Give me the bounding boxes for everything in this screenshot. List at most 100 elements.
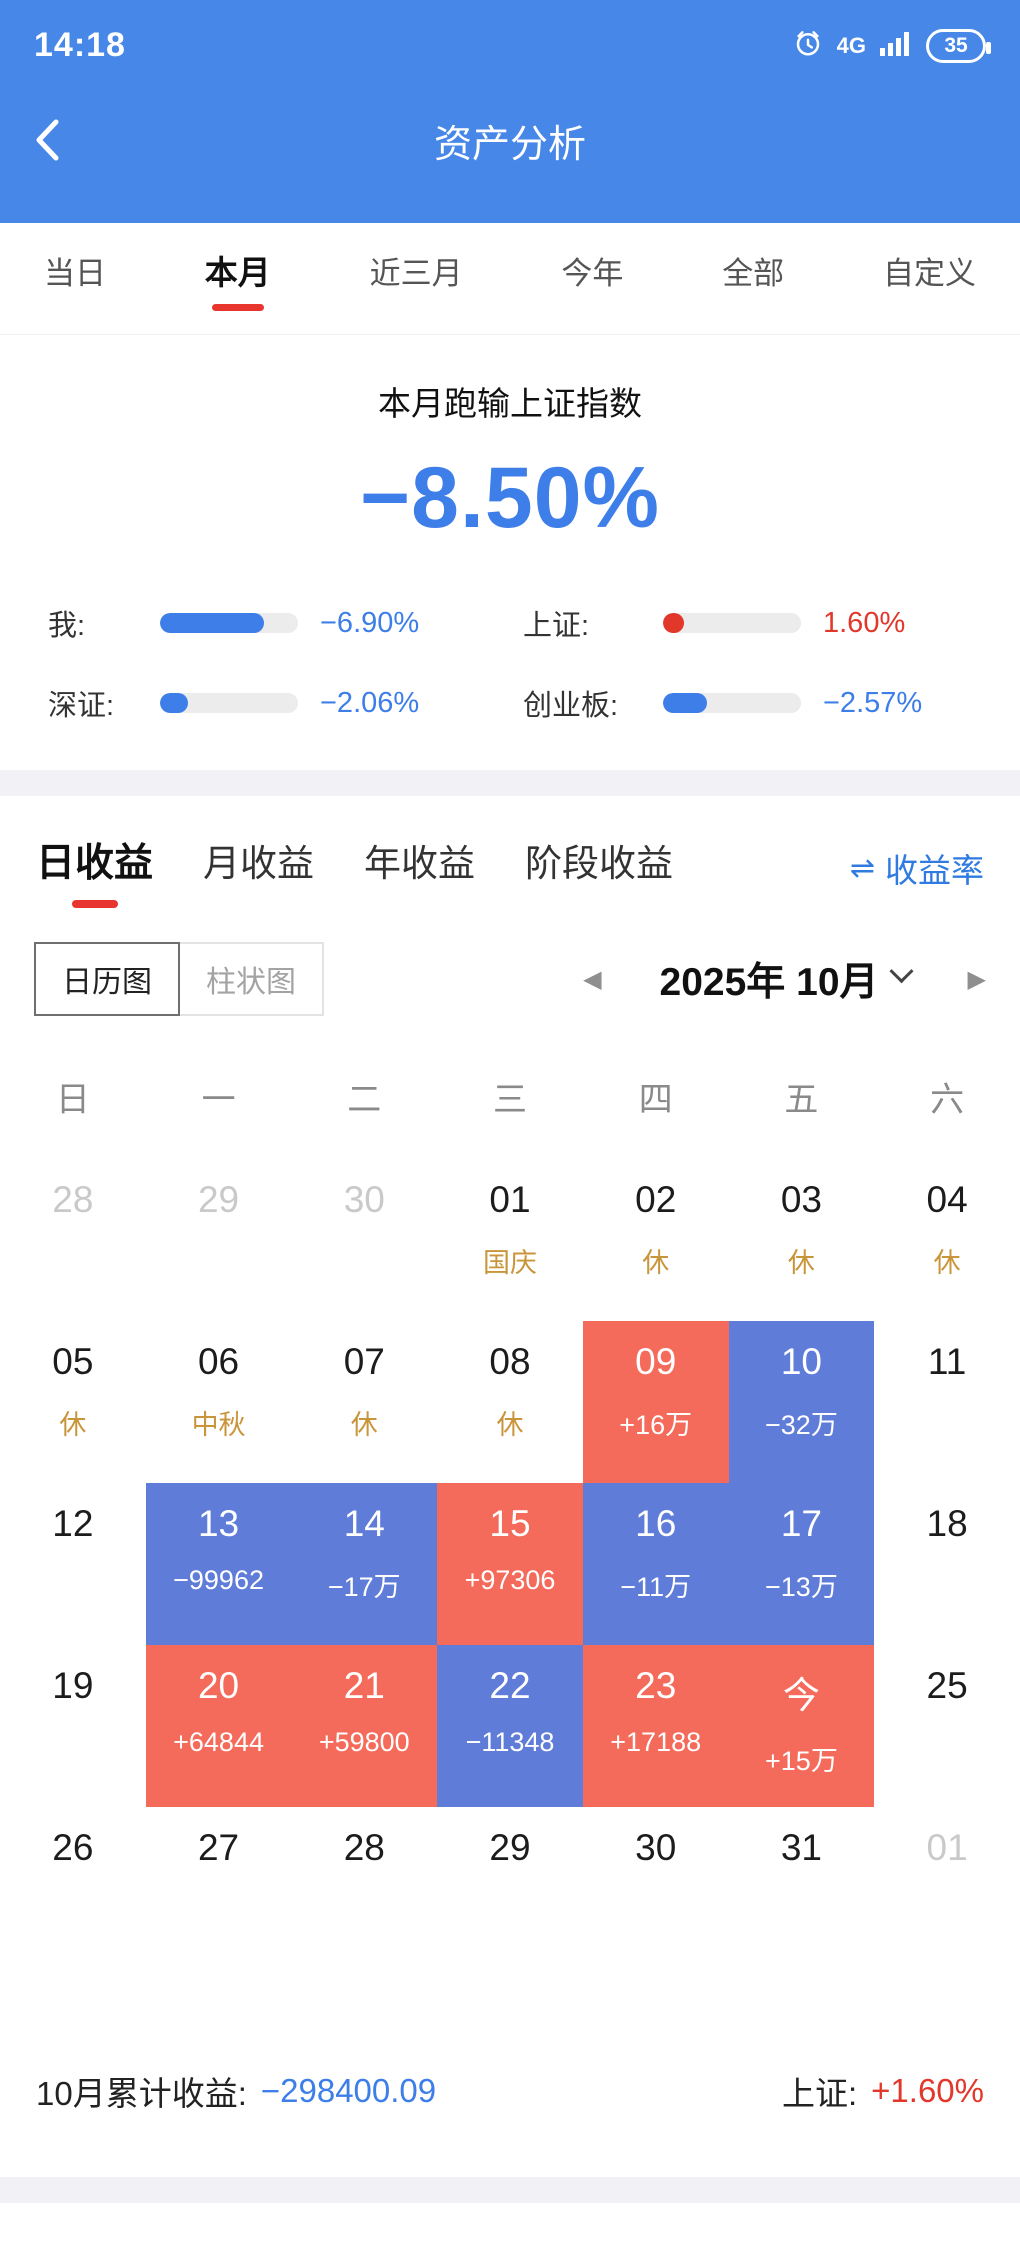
period-tab-3[interactable]: 近三月 [370, 248, 463, 310]
legend-bar-fill [160, 613, 264, 633]
nav-bar: 资产分析 [0, 65, 1020, 215]
calendar-day-cell[interactable]: 15 +97306 [437, 1483, 583, 1645]
calendar-day-cell[interactable]: 31 [729, 1807, 875, 1919]
back-button[interactable] [34, 118, 60, 162]
prev-month-button[interactable]: ◀ [583, 965, 602, 993]
index-change-value: +1.60% [871, 2072, 984, 2109]
period-tab-6[interactable]: 自定义 [883, 248, 976, 310]
calendar-day-cell[interactable]: 03 休 [729, 1159, 875, 1321]
period-tab-4[interactable]: 今年 [561, 248, 623, 310]
day-number: 01 [926, 1827, 968, 1868]
calendar-day-cell[interactable]: 17 −13万 [728, 1483, 875, 1645]
period-tab-2[interactable]: 本月 [205, 246, 271, 311]
rate-switch-button[interactable]: ⇌ 收益率 [850, 844, 984, 908]
summary-headline: 本月跑输上证指数 [378, 385, 642, 422]
day-number: 08 [489, 1341, 531, 1382]
calendar-day-cell[interactable]: 11 [874, 1321, 1020, 1483]
calendar-row: 12 13 −99962 14 −17万 15 +97306 16 −11万 17 −13万 18 [0, 1483, 1020, 1645]
legend-bar-fill [663, 613, 684, 633]
day-number: 14 [343, 1503, 385, 1544]
calendar-day-cell[interactable]: 28 [291, 1807, 437, 1919]
calendar-day-cell[interactable]: 21 +59800 [291, 1645, 438, 1807]
day-number: 28 [52, 1179, 94, 1220]
calendar-day-cell[interactable]: 18 [874, 1483, 1020, 1645]
month-navigation: ◀ 2025年 10月 ▶ [583, 951, 986, 1007]
calendar-day-cell[interactable]: 26 [0, 1807, 146, 1919]
period-tab-1[interactable]: 当日 [44, 248, 106, 310]
day-number: 04 [926, 1179, 968, 1220]
calendar-day-cell[interactable]: 08 休 [437, 1321, 583, 1483]
calendar-day-cell[interactable]: 28 [0, 1159, 146, 1321]
next-month-button[interactable]: ▶ [967, 965, 986, 993]
calendar-day-cell[interactable]: 30 [583, 1807, 729, 1919]
day-number: 30 [635, 1827, 677, 1868]
calendar-day-cell[interactable]: 02 休 [583, 1159, 729, 1321]
day-value: 中秋 [191, 1410, 246, 1440]
weekday-header-row: 日一二三四五六 [0, 1072, 1020, 1121]
calendar-day-cell[interactable]: 04 休 [874, 1159, 1020, 1321]
day-value: 休 [787, 1248, 815, 1278]
period-tab-label: 本月 [204, 254, 271, 291]
legend-value: −6.90% [320, 606, 420, 639]
period-tab-label: 自定义 [882, 255, 976, 291]
swap-icon: ⇌ [849, 851, 875, 885]
calendar-day-cell[interactable]: 30 [291, 1159, 437, 1321]
section-divider [0, 2177, 1020, 2203]
index-change-label: 上证: [781, 2075, 858, 2112]
day-value: +15万 [765, 1746, 838, 1776]
weekday-header: 六 [930, 1081, 965, 1119]
day-value: +16万 [619, 1410, 693, 1440]
calendar-row: 05 休 06 中秋 07 休 08 休 09 +16万 10 −32万 11 [0, 1321, 1020, 1483]
income-tab-4[interactable]: 阶段收益 [525, 833, 673, 907]
day-number: 22 [489, 1665, 531, 1706]
view-toggle-option-1[interactable]: 日历图 [34, 942, 180, 1016]
day-number: 06 [197, 1341, 240, 1382]
month-selector[interactable]: 2025年 10月 [660, 951, 914, 1007]
calendar-day-cell[interactable]: 13 −99962 [145, 1483, 292, 1645]
day-number: 29 [197, 1179, 240, 1220]
legend-bar-track [663, 693, 801, 713]
day-number: 11 [927, 1341, 967, 1382]
day-number: 15 [489, 1503, 531, 1544]
calendar-day-cell[interactable]: 14 −17万 [291, 1483, 438, 1645]
section-title: 月度个股盈亏 [36, 2245, 294, 2250]
legend-label: 深证: [48, 690, 115, 722]
view-toggle-option-2[interactable]: 柱状图 [178, 942, 324, 1016]
status-bar: 14:18 4G 35 [0, 0, 1020, 65]
calendar-day-cell[interactable]: 10 −32万 [728, 1321, 875, 1483]
calendar-day-cell[interactable]: 29 [146, 1159, 292, 1321]
calendar-day-cell[interactable]: 01 国庆 [437, 1159, 583, 1321]
tab-underline [903, 303, 955, 310]
signal-bars-icon [880, 29, 912, 62]
calendar-day-cell[interactable]: 16 −11万 [582, 1483, 729, 1645]
calendar-day-cell[interactable]: 09 +16万 [582, 1321, 729, 1483]
day-value: −11万 [620, 1572, 692, 1602]
calendar-day-cell[interactable]: 29 [437, 1807, 583, 1919]
period-tab-label: 今年 [561, 255, 624, 291]
calendar-day-cell[interactable]: 01 [874, 1807, 1020, 1919]
calendar-day-cell[interactable]: 今 +15万 [728, 1645, 875, 1807]
legend-bar-fill [160, 693, 188, 713]
day-number: 13 [197, 1503, 240, 1544]
calendar-day-cell[interactable]: 05 休 [0, 1321, 146, 1483]
calendar-day-cell[interactable]: 27 [146, 1807, 292, 1919]
period-tab-5[interactable]: 全部 [722, 248, 784, 310]
calendar-day-cell[interactable]: 06 中秋 [146, 1321, 292, 1483]
calendar-day-cell[interactable]: 23 +17188 [582, 1645, 729, 1807]
calendar-day-cell[interactable]: 07 休 [291, 1321, 437, 1483]
index-legend-item-2: 上证: 1.60% [523, 602, 972, 644]
weekday-header: 日 [55, 1081, 90, 1119]
income-tabs: 日收益 月收益 年收益 阶段收益 [36, 832, 673, 908]
period-tab-label: 全部 [722, 255, 785, 291]
monthly-summary-row: 10月累计收益: −298400.09 上证: +1.60% [0, 2067, 1020, 2115]
income-tab-1[interactable]: 日收益 [36, 832, 153, 908]
income-tab-3[interactable]: 年收益 [364, 833, 475, 907]
calendar-day-cell[interactable]: 19 [0, 1645, 146, 1807]
income-tab-2[interactable]: 月收益 [203, 833, 314, 907]
calendar-day-cell[interactable]: 20 +64844 [145, 1645, 292, 1807]
calendar-day-cell[interactable]: 22 −11348 [437, 1645, 583, 1807]
tab-underline [390, 303, 442, 310]
day-number: 26 [52, 1827, 94, 1868]
calendar-day-cell[interactable]: 25 [874, 1645, 1020, 1807]
calendar-day-cell[interactable]: 12 [0, 1483, 146, 1645]
